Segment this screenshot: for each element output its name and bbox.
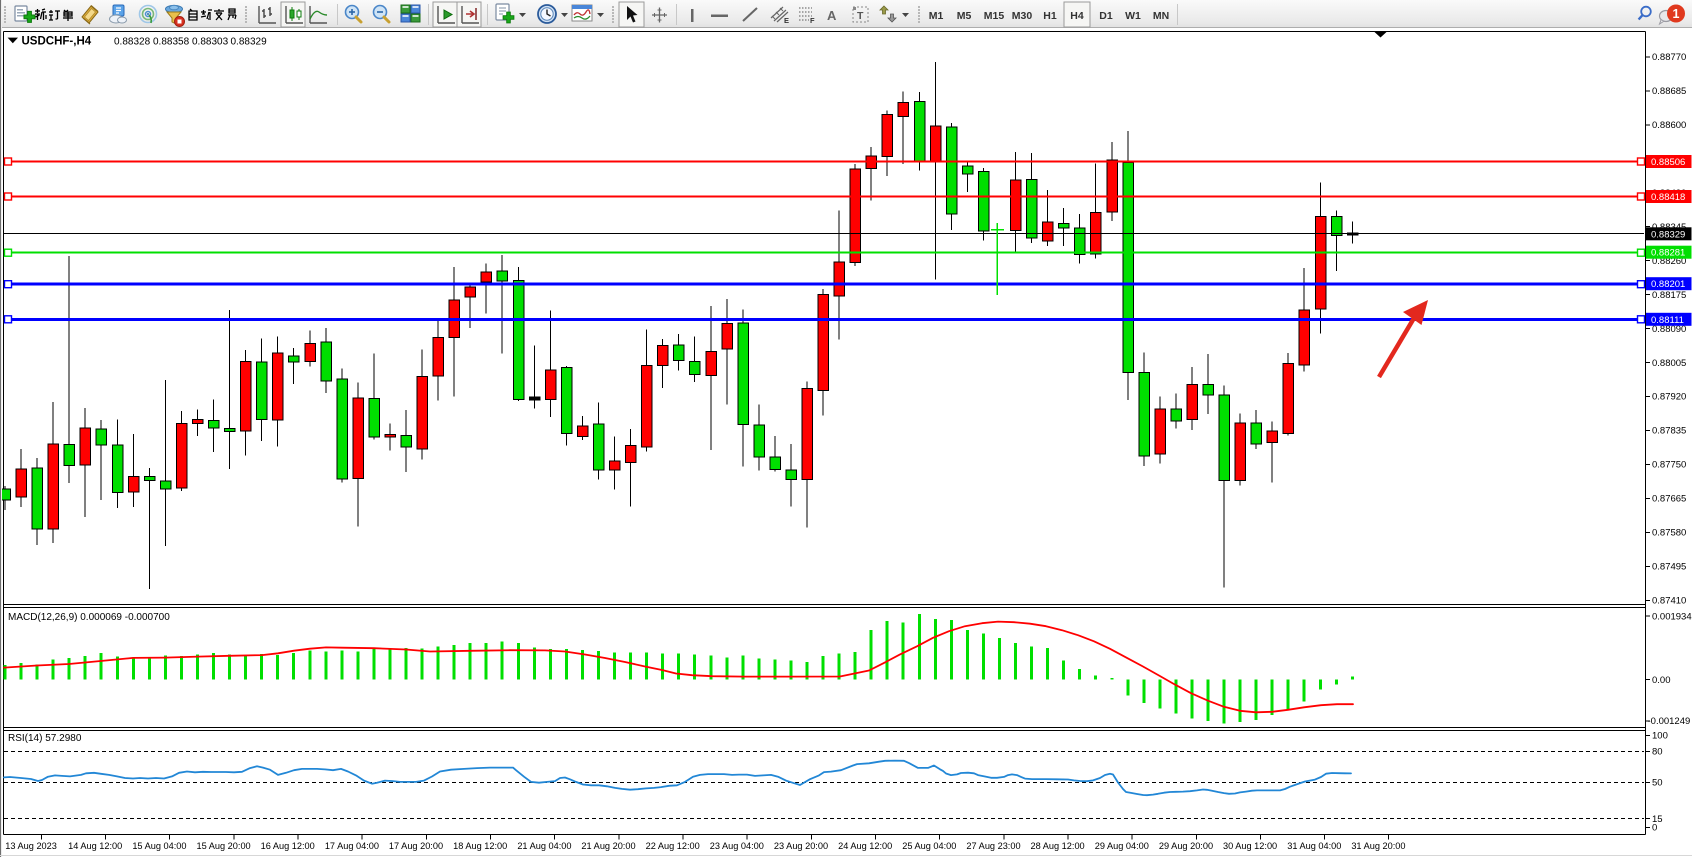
svg-text:0.00: 0.00: [1652, 675, 1671, 686]
svg-text:0.87495: 0.87495: [1652, 562, 1686, 573]
svg-text:D1: D1: [1099, 10, 1113, 22]
svg-text:0.88600: 0.88600: [1652, 120, 1686, 131]
svg-text:0.001934: 0.001934: [1652, 611, 1692, 622]
svg-text:F: F: [810, 16, 815, 25]
svg-text:0.88175: 0.88175: [1652, 290, 1686, 301]
svg-text:18 Aug 12:00: 18 Aug 12:00: [453, 841, 507, 851]
svg-text:21 Aug 20:00: 21 Aug 20:00: [581, 841, 635, 851]
svg-text:31 Aug 20:00: 31 Aug 20:00: [1351, 841, 1405, 851]
svg-text:0.88281: 0.88281: [1651, 248, 1685, 259]
svg-text:0.87580: 0.87580: [1652, 528, 1686, 539]
svg-text:MACD(12,26,9) 0.000069 -0.0007: MACD(12,26,9) 0.000069 -0.000700: [8, 612, 170, 623]
svg-text:0.87665: 0.87665: [1652, 494, 1686, 505]
svg-text:MN: MN: [1153, 10, 1169, 22]
svg-text:27 Aug 23:00: 27 Aug 23:00: [966, 841, 1020, 851]
svg-text:0.88303: 0.88303: [192, 37, 229, 48]
svg-text:30 Aug 12:00: 30 Aug 12:00: [1223, 841, 1277, 851]
svg-text:100: 100: [1652, 731, 1668, 742]
svg-text:80: 80: [1652, 747, 1663, 758]
svg-text:50: 50: [1652, 778, 1663, 789]
svg-text:23 Aug 04:00: 23 Aug 04:00: [710, 841, 764, 851]
svg-text:21 Aug 04:00: 21 Aug 04:00: [517, 841, 571, 851]
svg-text:25 Aug 04:00: 25 Aug 04:00: [902, 841, 956, 851]
svg-text:0.88329: 0.88329: [1651, 229, 1685, 240]
svg-text:24 Aug 12:00: 24 Aug 12:00: [838, 841, 892, 851]
svg-text:M15: M15: [984, 10, 1005, 22]
svg-text:15 Aug 04:00: 15 Aug 04:00: [132, 841, 186, 851]
svg-text:0.88090: 0.88090: [1652, 324, 1686, 335]
svg-text:13 Aug 2023: 13 Aug 2023: [5, 841, 57, 851]
svg-text:RSI(14) 57.2980: RSI(14) 57.2980: [8, 733, 82, 744]
svg-text:28 Aug 12:00: 28 Aug 12:00: [1031, 841, 1085, 851]
svg-text:0.87835: 0.87835: [1652, 426, 1686, 437]
svg-text:0.88260: 0.88260: [1652, 256, 1686, 267]
svg-text:15 Aug 20:00: 15 Aug 20:00: [197, 841, 251, 851]
svg-text:14 Aug 12:00: 14 Aug 12:00: [68, 841, 122, 851]
svg-text:0: 0: [1652, 823, 1657, 834]
svg-text:T: T: [857, 10, 864, 22]
svg-text:A: A: [827, 8, 837, 23]
svg-text:0.88201: 0.88201: [1651, 279, 1685, 290]
svg-text:23 Aug 20:00: 23 Aug 20:00: [774, 841, 828, 851]
svg-text:17 Aug 04:00: 17 Aug 04:00: [325, 841, 379, 851]
svg-text:0.87750: 0.87750: [1652, 460, 1686, 471]
svg-text:29 Aug 04:00: 29 Aug 04:00: [1095, 841, 1149, 851]
svg-text:H1: H1: [1043, 10, 1057, 22]
svg-text:-0.001249: -0.001249: [1648, 716, 1691, 727]
svg-text:16 Aug 12:00: 16 Aug 12:00: [261, 841, 315, 851]
svg-text:0.88111: 0.88111: [1651, 315, 1684, 326]
svg-text:E: E: [784, 16, 789, 25]
svg-text:0.88418: 0.88418: [1651, 192, 1685, 203]
svg-text:0.88506: 0.88506: [1651, 157, 1685, 168]
svg-text:0.88329: 0.88329: [231, 37, 268, 48]
svg-text:0.88328: 0.88328: [114, 37, 151, 48]
svg-text:0.88358: 0.88358: [153, 37, 190, 48]
svg-text:M1: M1: [929, 10, 944, 22]
svg-text:USDCHF-,H4: USDCHF-,H4: [22, 36, 92, 48]
svg-text:17 Aug 20:00: 17 Aug 20:00: [389, 841, 443, 851]
svg-text:1: 1: [1673, 7, 1680, 21]
svg-text:W1: W1: [1125, 10, 1141, 22]
svg-text:0.88770: 0.88770: [1652, 52, 1686, 63]
svg-text:31 Aug 04:00: 31 Aug 04:00: [1287, 841, 1341, 851]
svg-text:M5: M5: [957, 10, 972, 22]
svg-text:0.88005: 0.88005: [1652, 358, 1686, 369]
svg-text:M30: M30: [1012, 10, 1033, 22]
svg-text:15: 15: [1652, 814, 1663, 825]
svg-text:H4: H4: [1070, 10, 1084, 22]
svg-text:0.88685: 0.88685: [1652, 86, 1686, 97]
svg-text:0.87410: 0.87410: [1652, 596, 1686, 607]
svg-text:22 Aug 12:00: 22 Aug 12:00: [646, 841, 700, 851]
svg-text:29 Aug 20:00: 29 Aug 20:00: [1159, 841, 1213, 851]
svg-text:0.87920: 0.87920: [1652, 392, 1686, 403]
